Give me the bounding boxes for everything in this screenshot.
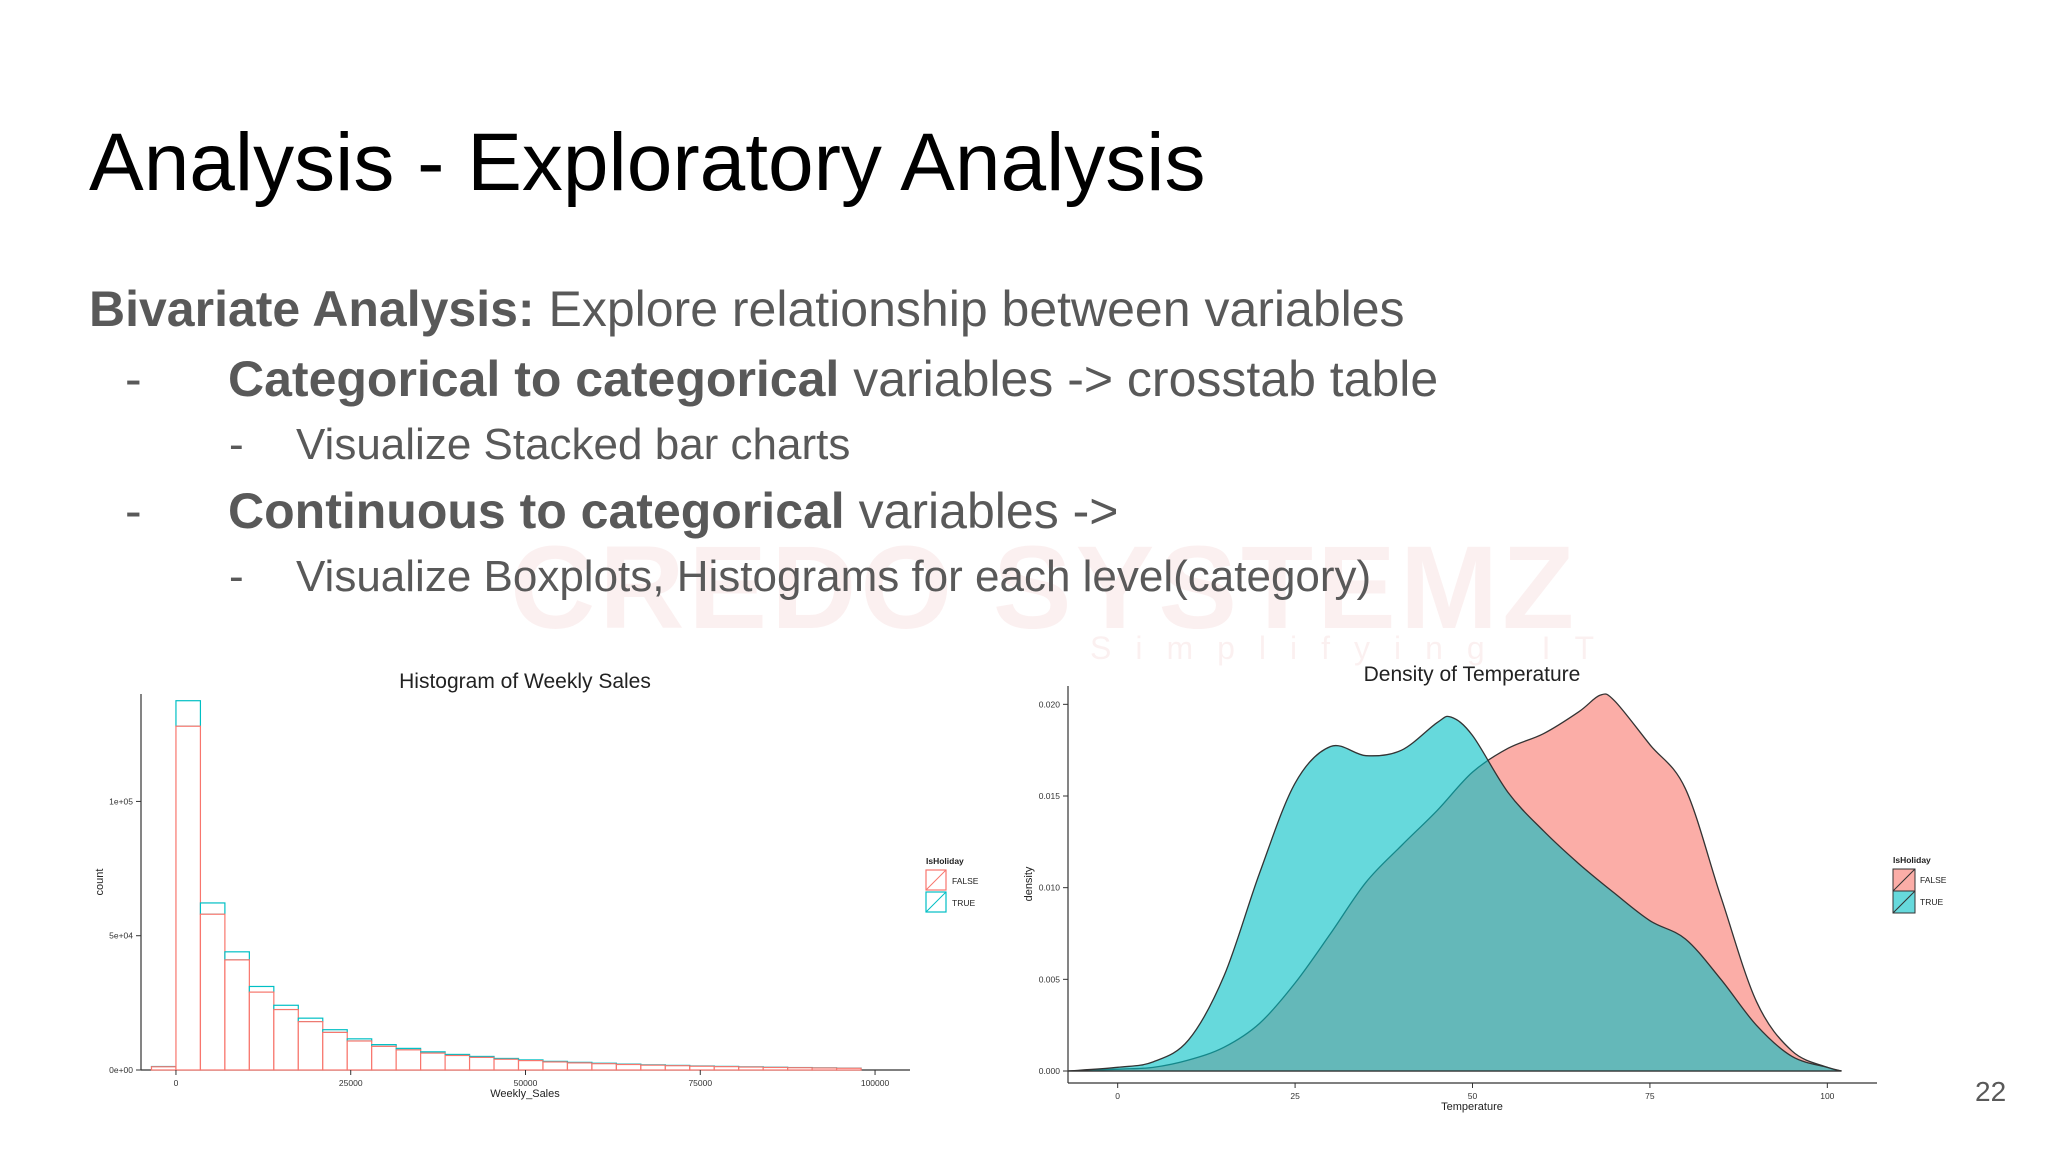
histogram-bar-false — [297, 1021, 324, 1071]
histogram-bar-false — [199, 913, 226, 1071]
subbullet-stacked-bar: - Visualize Stacked bar charts — [229, 420, 850, 470]
histogram-title: Histogram of Weekly Sales — [399, 670, 651, 693]
histogram-legend-slash-true — [925, 891, 947, 913]
histogram-y-tick-label: 0e+00 — [109, 1065, 133, 1075]
bullet-categorical: - Categorical to categorical variables ->… — [125, 350, 1438, 408]
subbullet-stacked-bar-text: Visualize Stacked bar charts — [296, 420, 851, 469]
histogram-x-tick-label: 25000 — [339, 1078, 363, 1088]
density-legend-slash-false — [1892, 868, 1916, 892]
density-legend-label-false: FALSE — [1920, 875, 1947, 885]
watermark-logo: CREDO SYSTEMZ — [510, 522, 1579, 654]
subbullet-boxplots-text: Visualize Boxplots, Histograms for each … — [296, 552, 1372, 601]
density-y-tick-label: 0.020 — [1039, 699, 1061, 709]
density-x-tick-label: 50 — [1468, 1091, 1478, 1101]
bullet-dash: - — [125, 483, 142, 539]
page-number: 22 — [1975, 1076, 2007, 1107]
histogram-bar-false — [224, 959, 250, 1071]
density-legend-label-true: TRUE — [1920, 897, 1943, 907]
histogram-bar-false — [346, 1040, 373, 1071]
density-x-tick-label: 75 — [1645, 1091, 1655, 1101]
density-y-tick-label: 0.000 — [1039, 1066, 1061, 1076]
histogram-legend-title: IsHoliday — [926, 856, 964, 866]
density-x-tick-label: 25 — [1290, 1091, 1300, 1101]
density-x-tick-label: 100 — [1820, 1091, 1834, 1101]
density-area-true — [1067, 715, 1842, 1072]
histogram-y-axis-title: count — [94, 869, 106, 896]
subbullet-dash: - — [229, 552, 244, 601]
histogram-x-tick-label: 100000 — [861, 1078, 890, 1088]
density-y-tick-label: 0.015 — [1039, 791, 1061, 801]
bullet-continuous-rest: variables -> — [844, 483, 1119, 539]
histogram-y-tick-label: 1e+05 — [109, 796, 133, 806]
density-x-tick-label: 0 — [1115, 1091, 1120, 1101]
histogram-bar-true — [175, 700, 202, 727]
density-legend-slash-true — [1892, 890, 1916, 914]
bullet-dash: - — [125, 351, 142, 407]
histogram-x-tick-label: 0 — [174, 1078, 179, 1088]
histogram-legend-label-true: TRUE — [952, 898, 975, 908]
density-x-axis-title: Temperature — [1441, 1101, 1503, 1113]
density-y-axis-title: density — [1023, 866, 1035, 901]
density-title: Density of Temperature — [1364, 663, 1581, 686]
histogram-bar-false — [175, 725, 202, 1071]
histogram-x-tick-label: 50000 — [514, 1078, 538, 1088]
histogram-bar-false — [273, 1008, 299, 1071]
watermark-tagline: Simplifying IT — [1090, 630, 1619, 666]
bivariate-heading: Bivariate Analysis: Explore relationship… — [89, 280, 1405, 338]
bivariate-heading-bold: Bivariate Analysis: — [89, 281, 535, 337]
bullet-categorical-rest: variables -> crosstab table — [839, 351, 1439, 407]
bullet-categorical-bold: Categorical to categorical — [228, 351, 840, 407]
bullet-continuous: - Continuous to categorical variables -> — [125, 482, 1118, 540]
histogram-legend-slash-false — [925, 869, 947, 891]
slide-title: Analysis - Exploratory Analysis — [89, 117, 1206, 208]
density-y-tick-label: 0.010 — [1039, 883, 1061, 893]
density-legend: IsHoliday FALSE TRUE — [1892, 855, 1947, 914]
histogram-x-axis-title: Weekly_Sales — [490, 1088, 560, 1100]
histogram-x-tick-label: 75000 — [688, 1078, 712, 1088]
subbullet-dash: - — [229, 420, 244, 469]
density-legend-title: IsHoliday — [1893, 855, 1931, 865]
histogram-legend: IsHoliday FALSE TRUE — [925, 856, 979, 913]
bullet-continuous-bold: Continuous to categorical — [228, 483, 845, 539]
subbullet-boxplots: - Visualize Boxplots, Histograms for each… — [229, 552, 1371, 602]
histogram-bar-false — [835, 1067, 862, 1071]
bivariate-heading-rest: Explore relationship between variables — [534, 281, 1405, 337]
density-y-tick-label: 0.005 — [1039, 974, 1061, 984]
histogram-legend-label-false: FALSE — [952, 876, 979, 886]
histogram-y-tick-label: 5e+04 — [109, 931, 133, 941]
